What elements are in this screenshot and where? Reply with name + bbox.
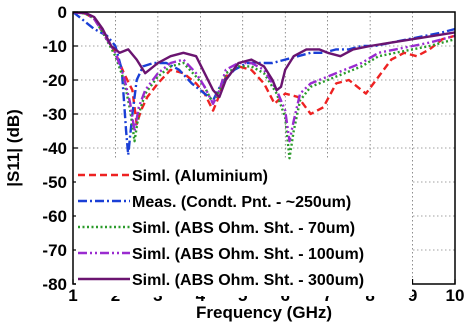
series-layer [73,12,455,160]
legend-label-1: Siml. (Aluminium) [132,168,268,185]
y-tick-label: -10 [42,37,67,56]
y-tick-labels: 0 -10 -20 -30 -40 -50 -60 -70 -80 [42,3,67,294]
x-tick-label: 10 [446,286,465,305]
y-tick-label: -80 [42,275,67,294]
x-tick-label: 1 [68,286,77,305]
series-line-4 [73,12,455,143]
y-tick-label: -40 [42,139,67,158]
series-line-2 [73,12,455,156]
y-axis-title: |S11| (dB) [4,109,23,187]
y-tick-label: 0 [58,3,67,22]
series-line-5 [73,12,455,99]
y-tick-label: -70 [42,241,67,260]
legend-label-4: Siml. (ABS Ohm. Sht. - 100um) [132,246,364,263]
legend-label-3: Siml. (ABS Ohm. Sht. - 70um) [132,220,355,237]
legend-label-5: Siml. (ABS Ohm. Sht. - 300um) [132,272,364,289]
x-axis-title: Frequency (GHz) [196,303,332,322]
legend: Siml. (Aluminium) Meas. (Condt. Pnt. - ~2… [76,160,412,296]
series-line-1 [73,12,455,126]
y-tick-label: -30 [42,105,67,124]
series-line-3 [73,12,455,160]
y-tick-label: -60 [42,207,67,226]
x-tick-label: 9 [408,286,417,305]
y-tick-label: -20 [42,71,67,90]
y-tick-label: -50 [42,173,67,192]
legend-background [76,160,412,296]
legend-label-2: Meas. (Condt. Pnt. - ~250um) [132,194,351,211]
